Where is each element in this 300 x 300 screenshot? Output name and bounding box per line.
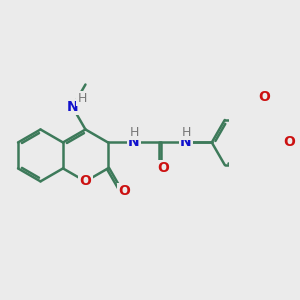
Text: O: O — [80, 174, 92, 188]
Text: H: H — [77, 92, 87, 105]
Text: N: N — [67, 100, 78, 114]
Text: O: O — [284, 136, 296, 149]
Text: O: O — [118, 184, 130, 198]
Text: O: O — [258, 91, 270, 104]
Text: N: N — [128, 134, 140, 148]
Text: H: H — [182, 126, 191, 139]
Text: H: H — [130, 126, 139, 139]
Text: O: O — [158, 161, 169, 176]
Text: N: N — [180, 134, 192, 148]
